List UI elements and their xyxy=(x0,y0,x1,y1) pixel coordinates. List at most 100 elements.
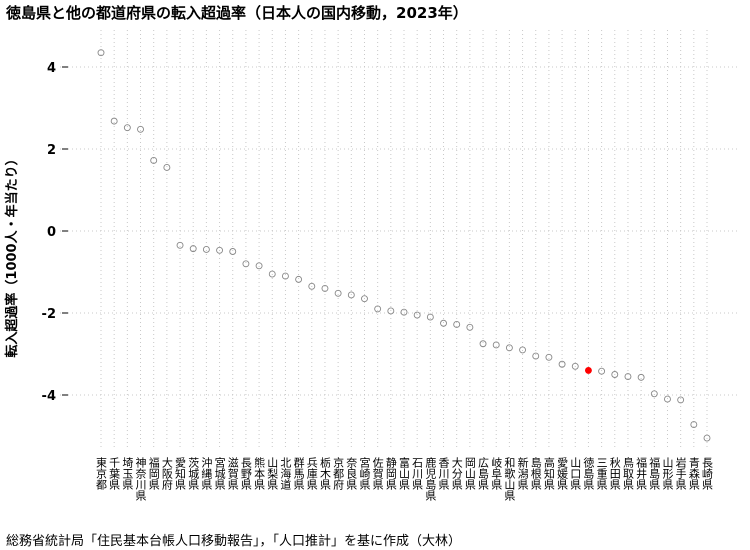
x-tick-label: 秋田県 xyxy=(608,456,621,491)
data-point xyxy=(268,270,276,278)
data-point xyxy=(387,307,395,315)
y-tick-label: 2 xyxy=(47,143,56,158)
x-tick-label: 滋賀県 xyxy=(226,457,239,491)
x-tick-label: 徳島県 xyxy=(582,457,595,491)
data-point xyxy=(255,262,263,270)
x-tick-label: 佐賀県 xyxy=(371,456,384,491)
data-point xyxy=(123,124,131,132)
x-tick-label: 鳥取県 xyxy=(621,456,634,491)
source-note: 総務省統計局「住民基本台帳人口移動報告」，「人口推計」を基に作成（大林） xyxy=(6,534,462,549)
data-point xyxy=(650,390,658,398)
data-point xyxy=(400,308,408,316)
data-point xyxy=(374,305,382,313)
x-tick-label: 千葉県 xyxy=(108,457,121,491)
data-point xyxy=(334,289,342,297)
x-tick-label: 栃木県 xyxy=(318,456,331,491)
x-tick-label: 奈良県 xyxy=(345,456,358,491)
x-tick-label: 宮崎県 xyxy=(358,456,371,491)
data-point xyxy=(440,319,447,327)
x-tick-label: 熊本県 xyxy=(253,456,266,491)
y-axis-label: 転入超過率（1000人・年当たり） xyxy=(4,152,20,357)
y-tick-label: -4 xyxy=(42,389,56,404)
data-point xyxy=(202,245,210,253)
x-tick-label: 福岡県 xyxy=(147,456,160,491)
data-point xyxy=(571,362,579,370)
data-point xyxy=(492,341,500,349)
data-point xyxy=(281,272,289,280)
x-tick-label: 山梨県 xyxy=(266,457,279,491)
x-tick-label: 北海道 xyxy=(279,457,292,490)
x-tick-label: 群馬県 xyxy=(292,456,305,491)
data-point xyxy=(664,395,671,403)
x-tick-label: 大分県 xyxy=(450,456,463,491)
x-tick-label: 大阪府 xyxy=(160,456,173,491)
x-tick-label: 福井県 xyxy=(635,456,648,491)
chart-title: 徳島県と他の都道府県の転入超過率（日本人の国内移動，2023年） xyxy=(6,4,468,22)
data-point xyxy=(413,311,421,319)
x-tick-label: 静岡県 xyxy=(384,456,397,491)
data-point xyxy=(163,163,171,171)
x-tick-label: 東京都 xyxy=(95,457,108,490)
data-point xyxy=(150,157,158,164)
data-point xyxy=(137,125,144,133)
data-point xyxy=(242,260,250,268)
data-point xyxy=(611,371,619,378)
data-point xyxy=(466,323,474,331)
y-tick-label: 0 xyxy=(47,225,56,240)
data-point xyxy=(545,353,553,361)
x-tick-label: 新潟県 xyxy=(516,456,529,491)
data-point xyxy=(295,275,303,283)
data-point xyxy=(479,340,487,348)
x-tick-label: 宮城県 xyxy=(213,456,226,491)
x-tick-label: 神奈川県 xyxy=(134,456,147,502)
data-point xyxy=(176,241,184,249)
data-point xyxy=(505,344,513,352)
data-point xyxy=(598,367,606,375)
data-point-highlight xyxy=(584,366,592,374)
data-point xyxy=(110,117,118,125)
x-tick-label: 香川県 xyxy=(437,457,450,491)
data-point xyxy=(690,421,698,428)
x-tick-label: 京都府 xyxy=(332,456,345,491)
x-tick-label: 埼玉県 xyxy=(121,456,134,491)
data-point xyxy=(532,352,540,360)
x-tick-label: 岡山県 xyxy=(463,457,476,491)
data-point xyxy=(519,346,527,354)
data-point xyxy=(97,49,105,57)
data-point xyxy=(624,373,632,380)
data-point xyxy=(453,321,461,328)
x-tick-label: 鹿児島県 xyxy=(424,456,437,502)
x-tick-label: 岐阜県 xyxy=(490,457,503,491)
y-tick-label: -2 xyxy=(42,307,56,322)
x-tick-label: 沖縄県 xyxy=(200,457,213,491)
x-tick-label: 山口県 xyxy=(569,457,582,491)
x-tick-label: 茨城県 xyxy=(187,456,200,491)
data-point xyxy=(347,291,355,299)
x-tick-label: 長崎県 xyxy=(701,457,714,491)
data-point xyxy=(703,434,711,442)
x-tick-label: 広島県 xyxy=(477,457,490,491)
data-point xyxy=(426,313,434,321)
x-tick-label: 石川県 xyxy=(411,457,424,491)
data-point xyxy=(558,360,566,368)
x-tick-label: 和歌山県 xyxy=(503,457,516,502)
x-tick-label: 兵庫県 xyxy=(305,457,318,491)
data-point xyxy=(216,246,224,254)
x-tick-label: 愛媛県 xyxy=(556,457,569,491)
x-tick-label: 山形県 xyxy=(661,457,674,491)
x-tick-label: 青森県 xyxy=(687,457,700,491)
data-point xyxy=(229,248,237,255)
data-point xyxy=(321,284,329,292)
data-point xyxy=(637,373,645,381)
x-tick-label: 三重県 xyxy=(595,457,608,491)
x-tick-label: 長野県 xyxy=(239,457,252,491)
x-tick-label: 愛知県 xyxy=(174,457,187,491)
x-tick-label: 岩手県 xyxy=(674,456,687,491)
x-tick-label: 高知県 xyxy=(542,456,555,491)
y-tick-label: 4 xyxy=(47,61,56,76)
data-point xyxy=(361,295,368,303)
x-tick-label: 島根県 xyxy=(529,456,542,491)
data-point xyxy=(677,396,685,404)
data-point xyxy=(189,245,197,253)
